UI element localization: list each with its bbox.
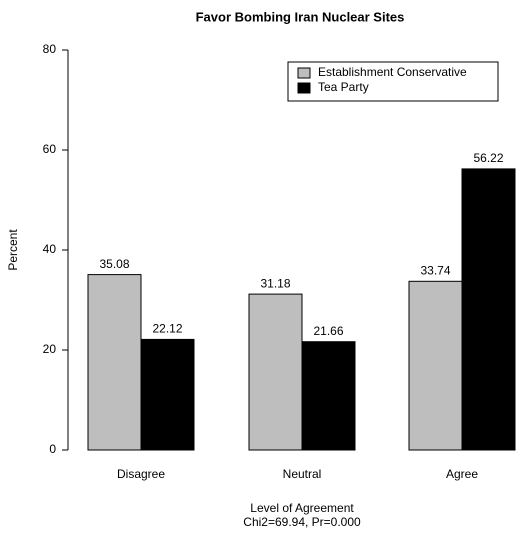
legend-label: Establishment Conservative [318, 65, 467, 79]
x-tick-label: Neutral [283, 467, 322, 481]
y-tick-label: 0 [49, 442, 56, 456]
value-label: 33.74 [420, 263, 450, 277]
bar [461, 168, 516, 451]
value-label: 21.66 [313, 324, 343, 338]
legend-label: Tea Party [318, 80, 369, 94]
x-tick-label: Agree [446, 467, 478, 481]
bar [248, 293, 303, 451]
y-tick-label: 60 [43, 142, 57, 156]
value-label: 22.12 [152, 322, 182, 336]
value-label: 35.08 [99, 257, 129, 271]
bar [140, 338, 195, 451]
y-tick-label: 20 [43, 342, 57, 356]
chart-title: Favor Bombing Iran Nuclear Sites [196, 9, 405, 24]
x-axis-label: Level of Agreement [250, 501, 354, 515]
bar [87, 274, 142, 451]
bar [301, 341, 356, 451]
legend-box [287, 61, 499, 102]
y-tick-label: 40 [43, 242, 57, 256]
legend-swatch [297, 67, 311, 79]
value-label: 31.18 [260, 276, 290, 290]
x-tick-label: Disagree [117, 467, 165, 481]
value-label: 56.22 [473, 151, 503, 165]
y-tick-label: 80 [43, 42, 57, 56]
bar [408, 280, 463, 451]
y-axis-label: Percent [6, 229, 20, 271]
subtitle: Chi2=69.94, Pr=0.000 [243, 515, 361, 529]
legend-swatch [297, 82, 311, 94]
